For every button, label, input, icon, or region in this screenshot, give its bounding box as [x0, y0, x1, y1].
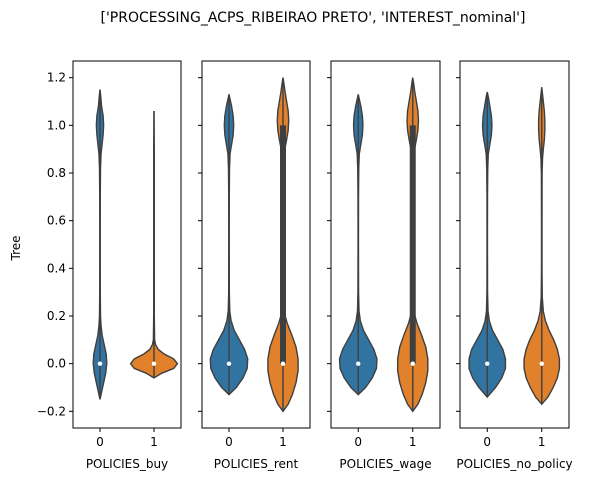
- median-point: [485, 361, 490, 366]
- y-tick-label: 0.4: [47, 261, 66, 275]
- axes-frame: [201, 60, 311, 429]
- panel-1: −0.2 0.0 0.2 0.4 0.6 0.8 1.0 1.2 0 1 POLICIES_buy: [37, 60, 182, 471]
- x-tick-label: 0: [354, 435, 362, 449]
- y-tick-label: 0.2: [47, 309, 66, 323]
- axes-frame: [72, 60, 182, 429]
- median-point: [356, 361, 361, 366]
- x-tick-label: 1: [538, 435, 546, 449]
- median-point: [280, 361, 286, 366]
- y-tick-label: 1.2: [47, 71, 66, 85]
- iqr-box: [280, 125, 286, 364]
- figure-title: ['PROCESSING_ACPS_RIBEIRAO PRETO', 'INTE…: [101, 10, 526, 26]
- x-tick-label: 0: [96, 435, 104, 449]
- y-tick-label: 0.6: [47, 214, 66, 228]
- axes-frame: [459, 60, 570, 429]
- panel-4: 0 1 POLICIES_no_policy: [456, 60, 573, 471]
- x-tick-label: 0: [483, 435, 491, 449]
- x-axis-label: POLICIES_rent: [214, 457, 299, 471]
- x-tick-label: 0: [225, 435, 233, 449]
- median-point: [410, 361, 415, 366]
- y-tick-label: 0.0: [47, 357, 66, 371]
- x-axis-label: POLICIES_wage: [339, 457, 431, 471]
- y-tick-label: 0.8: [47, 166, 66, 180]
- iqr-box: [409, 125, 416, 364]
- x-tick-label: 1: [150, 435, 158, 449]
- panel-3: 0 1 POLICIES_wage: [327, 60, 441, 471]
- x-tick-label: 1: [279, 435, 287, 449]
- y-tick-label: 1.0: [47, 118, 66, 132]
- median-point: [151, 361, 157, 366]
- x-axis-label: POLICIES_buy: [86, 457, 168, 471]
- median-point: [226, 361, 232, 366]
- x-axis-label: POLICIES_no_policy: [456, 457, 572, 471]
- y-axis-label: Tree: [9, 235, 23, 261]
- x-tick-label: 1: [409, 435, 417, 449]
- panels: −0.2 0.0 0.2 0.4 0.6 0.8 1.0 1.2 0 1 POLICIES_buy 0…: [37, 60, 573, 471]
- y-tick-label: −0.2: [37, 404, 66, 418]
- panel-2: 0 1 POLICIES_rent: [198, 60, 311, 471]
- median-point: [97, 361, 103, 366]
- median-point: [539, 361, 544, 366]
- axes-frame: [330, 60, 441, 429]
